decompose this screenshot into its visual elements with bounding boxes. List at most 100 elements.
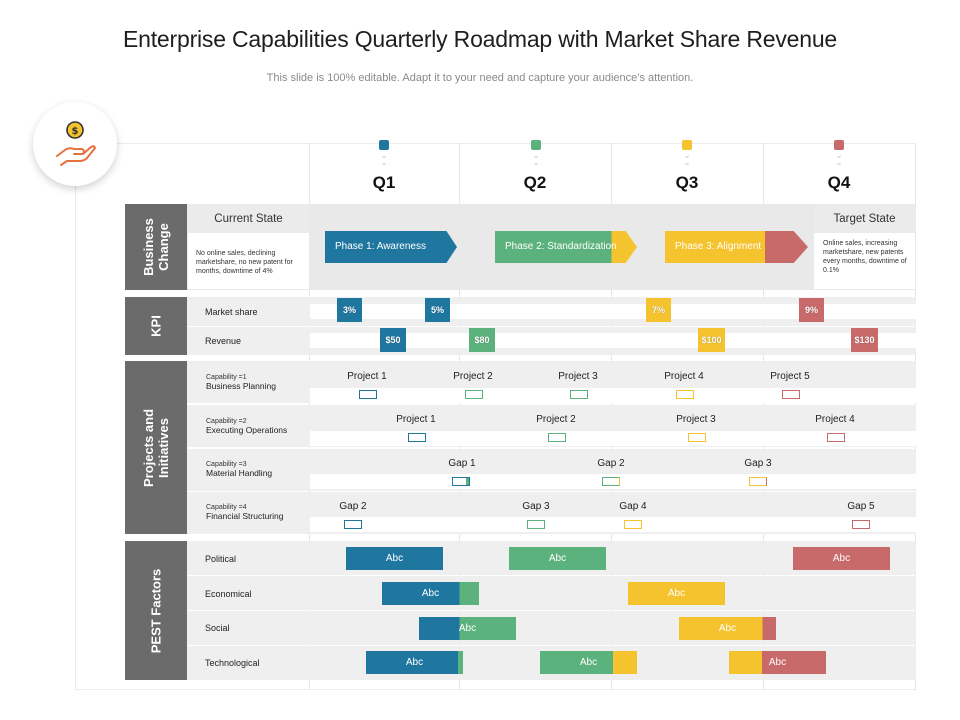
pest-bar: Abc bbox=[382, 582, 479, 605]
section-label: PEST Factors bbox=[148, 568, 164, 653]
project-label: Project 4 bbox=[815, 414, 855, 425]
hand-holding-coin-icon: $ bbox=[56, 121, 96, 166]
kpi-track bbox=[310, 333, 916, 348]
gap-label: Gap 1 bbox=[448, 458, 476, 469]
capability-number: Capability =3 bbox=[206, 461, 247, 468]
project-label: Project 4 bbox=[664, 371, 704, 382]
current-state-text: No online sales, declining marketshare, … bbox=[196, 250, 293, 275]
pest-bar: Abc bbox=[729, 651, 826, 674]
pest-label: Social bbox=[205, 623, 230, 633]
page-title: Enterprise Capabilities Quarterly Roadma… bbox=[123, 26, 837, 52]
section-label: KPI bbox=[148, 315, 164, 337]
project-marker bbox=[782, 390, 800, 399]
gap-marker bbox=[344, 520, 362, 529]
gap-marker bbox=[452, 477, 470, 486]
project-marker bbox=[548, 433, 566, 442]
kpi-value: 7% bbox=[646, 298, 671, 322]
chevron-down-icon: ⌄ ⌄ bbox=[835, 150, 843, 167]
pest-label: Political bbox=[205, 554, 237, 564]
kpi-label: Market share bbox=[205, 307, 258, 317]
gap-marker bbox=[624, 520, 642, 529]
q2-header: Q2 bbox=[523, 173, 547, 192]
project-label: Project 1 bbox=[347, 371, 387, 382]
project-label: Project 1 bbox=[396, 414, 436, 425]
capability-label: Capability =2 Executing Operations bbox=[206, 417, 287, 435]
project-label: Project 2 bbox=[536, 414, 576, 425]
capability-name: Financial Structuring bbox=[206, 511, 284, 521]
pest-bar: Abc bbox=[419, 617, 516, 640]
gap-label: Gap 2 bbox=[339, 501, 367, 512]
project-label: Project 5 bbox=[770, 371, 810, 382]
section-pest: PEST Factors bbox=[125, 541, 187, 680]
svg-text:$: $ bbox=[72, 126, 79, 137]
capability-label: Capability =1 Business Planning bbox=[206, 373, 276, 391]
pest-bar: Abc bbox=[540, 651, 637, 674]
capability-label: Capability =3 Material Handling bbox=[206, 460, 272, 478]
chevron-down-icon: ⌄ ⌄ bbox=[683, 150, 691, 167]
pest-row bbox=[187, 576, 916, 610]
capability-number: Capability =2 bbox=[206, 418, 247, 425]
current-state-heading: Current State bbox=[188, 205, 309, 233]
gap-label: Gap 4 bbox=[619, 501, 647, 512]
icon-badge: $ bbox=[33, 102, 117, 186]
section-projects: Projects and Initiatives bbox=[125, 361, 187, 534]
kpi-value: 9% bbox=[799, 298, 824, 322]
phase-1-label: Phase 1: Awareness bbox=[335, 241, 426, 252]
gap-label: Gap 2 bbox=[597, 458, 625, 469]
capability-track bbox=[310, 517, 916, 532]
gap-label: Gap 3 bbox=[744, 458, 772, 469]
capability-name: Executing Operations bbox=[206, 425, 288, 435]
gap-label: Gap 3 bbox=[522, 501, 550, 512]
pest-bar: Abc bbox=[366, 651, 463, 674]
q1-marker bbox=[379, 140, 389, 150]
page-subtitle: This slide is 100% editable. Adapt it to… bbox=[266, 72, 694, 84]
phase-3-label: Phase 3: Alignment bbox=[675, 241, 762, 252]
kpi-value: 5% bbox=[425, 298, 450, 322]
kpi-value: $130 bbox=[851, 328, 878, 352]
pest-row bbox=[187, 611, 916, 645]
pest-bar: Abc bbox=[509, 547, 606, 570]
gap-label: Gap 5 bbox=[847, 501, 875, 512]
pest-bar: Abc bbox=[346, 547, 443, 570]
kpi-value: $50 bbox=[380, 328, 406, 352]
capability-name: Material Handling bbox=[206, 468, 273, 478]
capability-name: Business Planning bbox=[206, 381, 276, 391]
pest-bar: Abc bbox=[628, 582, 725, 605]
gap-marker bbox=[602, 477, 620, 486]
q3-header: Q3 bbox=[675, 173, 699, 192]
kpi-value: 3% bbox=[337, 298, 362, 322]
pest-label: Technological bbox=[205, 658, 260, 668]
chevron-down-icon: ⌄ ⌄ bbox=[380, 150, 388, 167]
gap-marker bbox=[749, 477, 767, 486]
q4-header: Q4 bbox=[827, 173, 851, 192]
phase-1-arrow: Phase 1: Awareness bbox=[325, 231, 457, 263]
capability-track bbox=[310, 388, 916, 403]
project-label: Project 3 bbox=[676, 414, 716, 425]
phase-2-arrow: Phase 2: Standardization bbox=[495, 231, 637, 263]
target-state-text: Online sales, increasing marketshare, ne… bbox=[823, 240, 907, 274]
gap-marker bbox=[527, 520, 545, 529]
kpi-value: $100 bbox=[698, 328, 725, 352]
project-label: Project 3 bbox=[558, 371, 598, 382]
section-label: Business Change bbox=[141, 218, 171, 276]
pest-label: Economical bbox=[205, 589, 252, 599]
pest-bar: Abc bbox=[793, 547, 890, 570]
project-marker bbox=[676, 390, 694, 399]
section-kpi: KPI bbox=[125, 297, 187, 355]
project-marker bbox=[465, 390, 483, 399]
kpi-value: $80 bbox=[469, 328, 495, 352]
q4-marker bbox=[834, 140, 844, 150]
project-marker bbox=[688, 433, 706, 442]
q3-marker bbox=[682, 140, 692, 150]
project-marker bbox=[827, 433, 845, 442]
q2-marker bbox=[531, 140, 541, 150]
pest-bar: Abc bbox=[679, 617, 776, 640]
project-label: Project 2 bbox=[453, 371, 493, 382]
gap-marker bbox=[852, 520, 870, 529]
kpi-track bbox=[310, 304, 916, 319]
q1-header: Q1 bbox=[372, 173, 396, 192]
phase-2-label: Phase 2: Standardization bbox=[505, 241, 617, 252]
capability-number: Capability =4 bbox=[206, 504, 247, 511]
capability-label: Capability =4 Financial Structuring bbox=[206, 503, 283, 521]
phase-3-arrow: Phase 3: Alignment bbox=[665, 231, 808, 263]
